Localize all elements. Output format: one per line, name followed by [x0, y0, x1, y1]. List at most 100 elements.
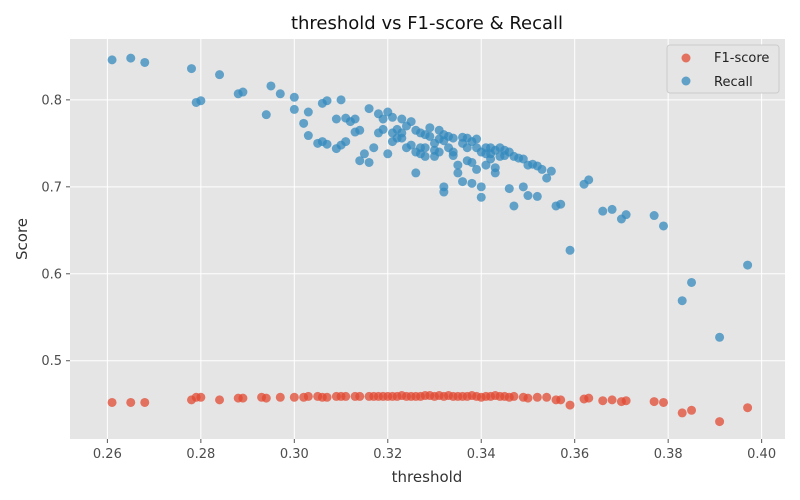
- data-point-recall: [649, 211, 659, 221]
- y-axis-label: Score: [13, 218, 31, 260]
- data-point-recall: [107, 55, 117, 65]
- data-point-recall: [476, 192, 486, 202]
- data-point-recall: [607, 204, 617, 214]
- data-point-recall: [458, 177, 468, 187]
- data-point-recall: [472, 164, 482, 174]
- data-point-recall: [537, 164, 547, 174]
- legend-box: [666, 44, 780, 94]
- data-point-recall: [322, 96, 332, 106]
- y-tick-label: 0.6: [41, 267, 62, 282]
- data-point-recall: [518, 154, 528, 164]
- data-point-recall: [126, 53, 136, 63]
- x-tick-label: 0.30: [280, 447, 309, 462]
- data-point-recall: [196, 96, 206, 106]
- data-point-recall: [467, 178, 477, 188]
- data-point-f1-score: [715, 417, 725, 427]
- data-point-recall: [743, 260, 753, 270]
- data-point-f1-score: [542, 392, 552, 402]
- data-point-recall: [397, 133, 407, 143]
- x-tick-label: 0.38: [654, 447, 683, 462]
- data-point-f1-score: [140, 397, 150, 407]
- data-point-f1-score: [743, 403, 753, 413]
- data-point-recall: [261, 110, 271, 120]
- data-point-recall: [364, 104, 374, 114]
- data-point-f1-score: [598, 396, 608, 406]
- series-recall: [107, 53, 753, 342]
- data-point-recall: [140, 57, 150, 67]
- x-tick-label: 0.26: [93, 447, 122, 462]
- data-point-f1-score: [303, 391, 313, 401]
- data-point-recall: [420, 151, 430, 161]
- data-point-f1-score: [532, 392, 542, 402]
- data-point-recall: [266, 81, 276, 91]
- data-point-recall: [439, 187, 449, 197]
- data-point-recall: [187, 64, 196, 74]
- data-point-recall: [359, 149, 369, 159]
- data-point-recall: [621, 210, 631, 220]
- data-point-f1-score: [322, 392, 332, 402]
- data-point-recall: [383, 149, 393, 159]
- data-point-f1-score: [275, 392, 285, 402]
- data-point-recall: [425, 123, 435, 133]
- data-point-recall: [481, 160, 491, 170]
- y-tick-label: 0.5: [41, 354, 62, 369]
- data-point-recall: [289, 104, 299, 114]
- data-point-recall: [509, 201, 519, 211]
- data-point-recall: [448, 133, 458, 143]
- legend-marker-recall: [681, 76, 691, 86]
- y-tick-label: 0.7: [41, 180, 62, 195]
- data-point-recall: [518, 182, 528, 192]
- data-point-recall: [425, 131, 435, 141]
- data-point-recall: [397, 114, 407, 124]
- legend-label-recall: Recall: [714, 75, 753, 90]
- data-point-f1-score: [687, 405, 697, 415]
- data-point-recall: [387, 112, 397, 122]
- data-point-recall: [303, 131, 313, 141]
- data-point-f1-score: [621, 396, 631, 406]
- x-tick-label: 0.32: [373, 447, 402, 462]
- data-point-recall: [453, 168, 463, 178]
- data-point-f1-score: [607, 395, 617, 405]
- data-point-recall: [565, 245, 575, 255]
- data-point-f1-score: [261, 393, 271, 403]
- data-point-recall: [238, 87, 248, 97]
- data-point-recall: [355, 156, 365, 166]
- x-tick-label: 0.40: [747, 447, 776, 462]
- data-point-f1-score: [659, 397, 668, 407]
- x-tick-label: 0.36: [560, 447, 589, 462]
- data-point-recall: [448, 151, 458, 161]
- axis-ticks: 0.26 0.28 0.30 0.32 0.34 0.36 0.38 0.40 0.5 0.6 0.…: [41, 93, 776, 462]
- data-point-f1-score: [289, 392, 299, 402]
- data-point-f1-score: [238, 393, 248, 403]
- data-point-f1-score: [649, 397, 659, 407]
- data-point-f1-score: [196, 392, 206, 402]
- data-point-recall: [406, 140, 416, 150]
- data-point-recall: [542, 173, 552, 183]
- data-point-recall: [369, 143, 379, 153]
- data-point-f1-score: [355, 391, 365, 401]
- x-tick-label: 0.28: [186, 447, 215, 462]
- data-point-f1-score: [509, 391, 519, 401]
- data-point-recall: [715, 332, 725, 342]
- data-point-recall: [378, 114, 388, 124]
- data-point-recall: [584, 175, 594, 185]
- y-tick-label: 0.8: [41, 93, 62, 108]
- data-point-recall: [490, 163, 500, 173]
- data-point-recall: [532, 191, 542, 201]
- data-point-f1-score: [107, 397, 117, 407]
- data-point-recall: [677, 296, 687, 306]
- data-point-f1-score: [215, 395, 225, 405]
- data-point-recall: [467, 157, 477, 167]
- data-point-recall: [411, 168, 421, 178]
- data-point-recall: [215, 70, 225, 80]
- x-axis-label: threshold: [392, 468, 463, 486]
- data-point-recall: [364, 157, 374, 167]
- data-point-recall: [336, 95, 346, 105]
- data-point-f1-score: [677, 408, 687, 418]
- x-tick-label: 0.34: [467, 447, 496, 462]
- data-point-recall: [523, 191, 533, 201]
- data-point-recall: [476, 182, 486, 192]
- data-point-recall: [687, 277, 697, 287]
- data-point-recall: [378, 124, 388, 134]
